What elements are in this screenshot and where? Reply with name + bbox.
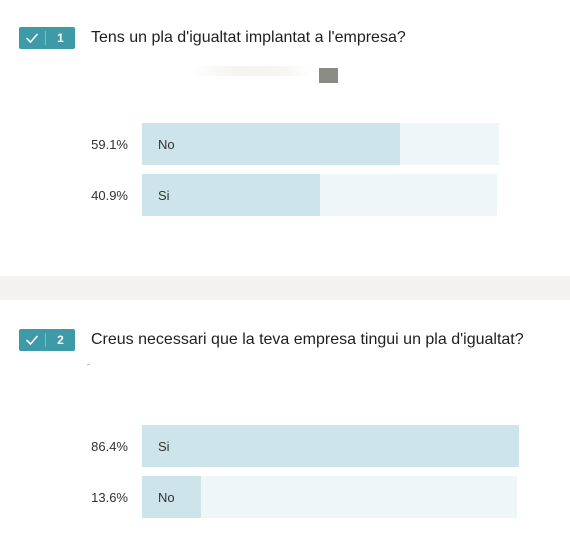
image-placeholder-strip <box>190 66 310 76</box>
question-card-2: 2 Creus necessari que la teva empresa ti… <box>0 300 570 534</box>
result-option-label: No <box>158 489 175 505</box>
result-bar-track: Si <box>142 425 519 467</box>
result-bar-track: Si <box>142 174 497 216</box>
question-card-1: 1 Tens un pla d'igualtat implantat a l'e… <box>0 27 570 216</box>
result-percent: 86.4% <box>91 438 128 454</box>
question-number-badge: 1 <box>19 27 75 49</box>
result-bar-fill <box>142 123 400 165</box>
result-row: 13.6% No <box>0 476 570 518</box>
badge-divider <box>45 31 46 45</box>
checkmark-icon <box>19 27 45 49</box>
small-dash-mark <box>87 364 90 365</box>
question-title: Creus necessari que la teva empresa ting… <box>91 331 524 348</box>
question-title: Tens un pla d'igualtat implantat a l'emp… <box>91 29 406 46</box>
result-option-label: Si <box>158 438 170 454</box>
result-bar-fill <box>142 174 320 216</box>
question-number-badge: 2 <box>19 329 75 351</box>
result-row: 40.9% Si <box>0 174 570 216</box>
result-option-label: Si <box>158 187 170 203</box>
question-number: 2 <box>57 333 64 347</box>
result-row: 86.4% Si <box>0 425 570 467</box>
result-option-label: No <box>158 136 175 152</box>
result-bar-fill <box>142 425 519 467</box>
checkmark-icon <box>19 329 45 351</box>
result-bar-track: No <box>142 476 517 518</box>
result-bar-fill <box>142 476 201 518</box>
image-placeholder-square <box>319 68 338 83</box>
question-number: 1 <box>57 31 64 45</box>
badge-divider <box>45 333 46 347</box>
result-percent: 40.9% <box>91 187 128 203</box>
result-percent: 59.1% <box>91 136 128 152</box>
result-bar-track: No <box>142 123 499 165</box>
section-separator <box>0 276 570 300</box>
result-row: 59.1% No <box>0 123 570 165</box>
result-percent: 13.6% <box>91 489 128 505</box>
